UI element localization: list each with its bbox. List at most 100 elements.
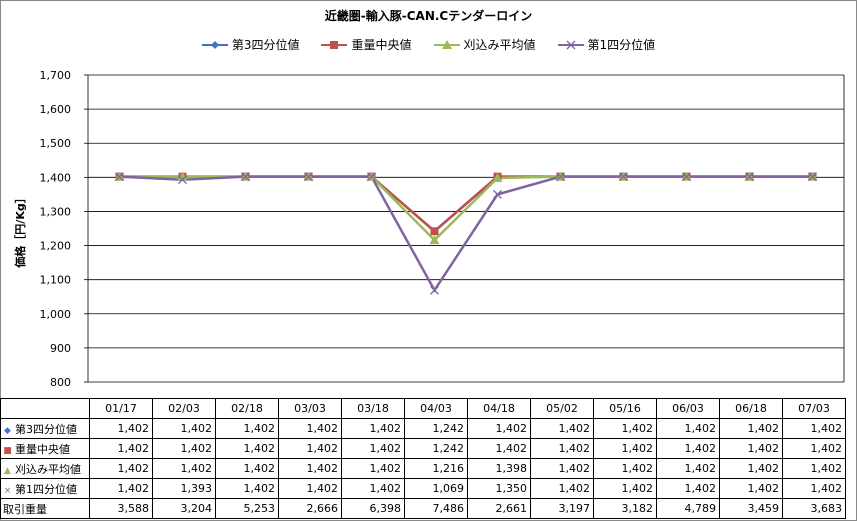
data-label: 7,486 — [404, 498, 468, 519]
data-point-s3-6 — [429, 235, 440, 245]
series-line-2 — [119, 175, 813, 233]
legend-label: 刈込み平均値 — [463, 38, 536, 52]
x-tick-label: 05/16 — [593, 398, 657, 419]
table-row: ◆ 第3四分位値 1,402 1,402 1,402 1,402 1,402 1,242 1,4… — [0, 418, 846, 439]
row-label: 第3四分位値 — [15, 422, 77, 436]
data-label: 1,402 — [719, 418, 783, 439]
x-tick-label: 02/18 — [215, 398, 279, 419]
data-label: 4,789 — [656, 498, 720, 519]
y-tick-label: 1,400 — [40, 171, 72, 184]
data-label: 1,402 — [152, 458, 216, 479]
legend: 第3四分位値 重量中央値 刈込み平均値 第1四分位値 — [0, 36, 857, 53]
data-point-s4-2 — [178, 175, 187, 185]
row-header: 取引重量 — [0, 498, 90, 519]
gridlines — [84, 74, 845, 383]
y-tick-label: 900 — [50, 342, 71, 355]
data-label: 1,402 — [278, 458, 342, 479]
y-axis-label: 価格［円/Kg］ — [13, 192, 27, 268]
table-row: 取引重量 3,588 3,204 5,253 2,666 6,398 7,486 2,661 3… — [0, 498, 846, 519]
data-label: 1,402 — [341, 418, 405, 439]
x-tick-label: 07/03 — [782, 398, 846, 419]
square-marker-icon: ■ — [3, 445, 12, 456]
data-point-s4-12 — [808, 172, 817, 182]
data-label: 1,242 — [404, 438, 468, 459]
series-markers — [114, 171, 818, 295]
x-tick-label: 01/17 — [89, 398, 153, 419]
data-label: 3,197 — [530, 498, 594, 519]
data-label: 1,402 — [656, 438, 720, 459]
series-line-3 — [119, 175, 813, 242]
data-point-s4-9 — [619, 172, 628, 182]
x-tick-label: 06/03 — [656, 398, 720, 419]
series-line-4 — [119, 175, 813, 293]
data-point-s4-1 — [115, 172, 124, 182]
x-tick-label: 03/18 — [341, 398, 405, 419]
legend-item-2: 重量中央値 — [321, 36, 412, 53]
data-label: 1,402 — [278, 478, 342, 499]
data-label: 1,402 — [215, 478, 279, 499]
data-label: 1,402 — [341, 438, 405, 459]
legend-item-3: 刈込み平均値 — [433, 36, 536, 53]
data-label: 1,402 — [89, 478, 153, 499]
data-label: 1,402 — [278, 418, 342, 439]
data-point-s4-5 — [367, 172, 376, 182]
triangle-marker-icon: ▲ — [4, 465, 11, 476]
legend-label: 第1四分位値 — [587, 38, 656, 52]
data-label: 1,402 — [152, 438, 216, 459]
y-tick-label: 1,500 — [40, 137, 72, 150]
data-point-s2-6 — [430, 227, 439, 236]
data-label: 1,402 — [530, 478, 594, 499]
y-tick-label: 1,600 — [40, 103, 72, 116]
legend-item-4: 第1四分位値 — [557, 36, 656, 53]
row-label: 取引重量 — [3, 502, 47, 516]
table-row: ▲ 刈込み平均値 1,402 1,402 1,402 1,402 1,402 1,216 1,3… — [0, 458, 846, 479]
data-label: 1,402 — [593, 478, 657, 499]
data-label: 1,402 — [593, 418, 657, 439]
table-row: × 第1四分位値 1,402 1,393 1,402 1,402 1,402 1,069 1,3… — [0, 478, 846, 499]
data-label: 1,402 — [656, 458, 720, 479]
data-label: 3,588 — [89, 498, 153, 519]
data-label: 1,402 — [89, 438, 153, 459]
data-label: 3,683 — [782, 498, 846, 519]
x-tick-label: 06/18 — [719, 398, 783, 419]
data-label: 1,402 — [341, 458, 405, 479]
data-label: 1,402 — [782, 438, 846, 459]
data-label: 3,459 — [719, 498, 783, 519]
row-header: × 第1四分位値 — [0, 478, 90, 499]
data-label: 1,402 — [782, 418, 846, 439]
data-label: 1,402 — [152, 418, 216, 439]
data-label: 1,402 — [215, 438, 279, 459]
legend-label: 第3四分位値 — [231, 38, 300, 52]
y-tick-label: 1,700 — [40, 69, 72, 82]
data-label: 1,402 — [656, 418, 720, 439]
y-tick-label: 1,300 — [40, 205, 72, 218]
row-header: ◆ 第3四分位値 — [0, 418, 90, 439]
data-point-s4-11 — [745, 172, 754, 182]
data-label: 1,402 — [530, 438, 594, 459]
table-row: ■ 重量中央値 1,402 1,402 1,402 1,402 1,402 1,242 1,40… — [0, 438, 846, 459]
legend-label: 重量中央値 — [351, 38, 412, 52]
data-label: 1,402 — [530, 458, 594, 479]
y-tick-labels: 800 900 1,000 1,100 1,200 1,300 1,400 1,500 1,60… — [40, 69, 72, 389]
row-label: 第1四分位値 — [15, 482, 77, 496]
x-tick-label: 05/02 — [530, 398, 594, 419]
data-label: 3,182 — [593, 498, 657, 519]
legend-swatch — [321, 40, 348, 49]
data-label: 1,402 — [341, 478, 405, 499]
data-point-s4-3 — [241, 172, 250, 182]
data-label: 2,666 — [278, 498, 342, 519]
legend-swatch — [201, 40, 228, 49]
data-label: 1,402 — [467, 418, 531, 439]
x-tick-label: 04/18 — [467, 398, 531, 419]
data-label: 1,402 — [89, 458, 153, 479]
data-label: 6,398 — [341, 498, 405, 519]
chart-title: 近畿圏-輸入豚-CAN.Cテンダーロイン — [324, 9, 533, 23]
row-header: ▲ 刈込み平均値 — [0, 458, 90, 479]
legend-swatch — [557, 40, 584, 49]
data-label: 5,253 — [215, 498, 279, 519]
data-label: 1,402 — [530, 418, 594, 439]
data-label: 1,402 — [782, 458, 846, 479]
data-label: 1,393 — [152, 478, 216, 499]
data-label: 1,216 — [404, 458, 468, 479]
data-point-s3-2 — [177, 171, 188, 181]
